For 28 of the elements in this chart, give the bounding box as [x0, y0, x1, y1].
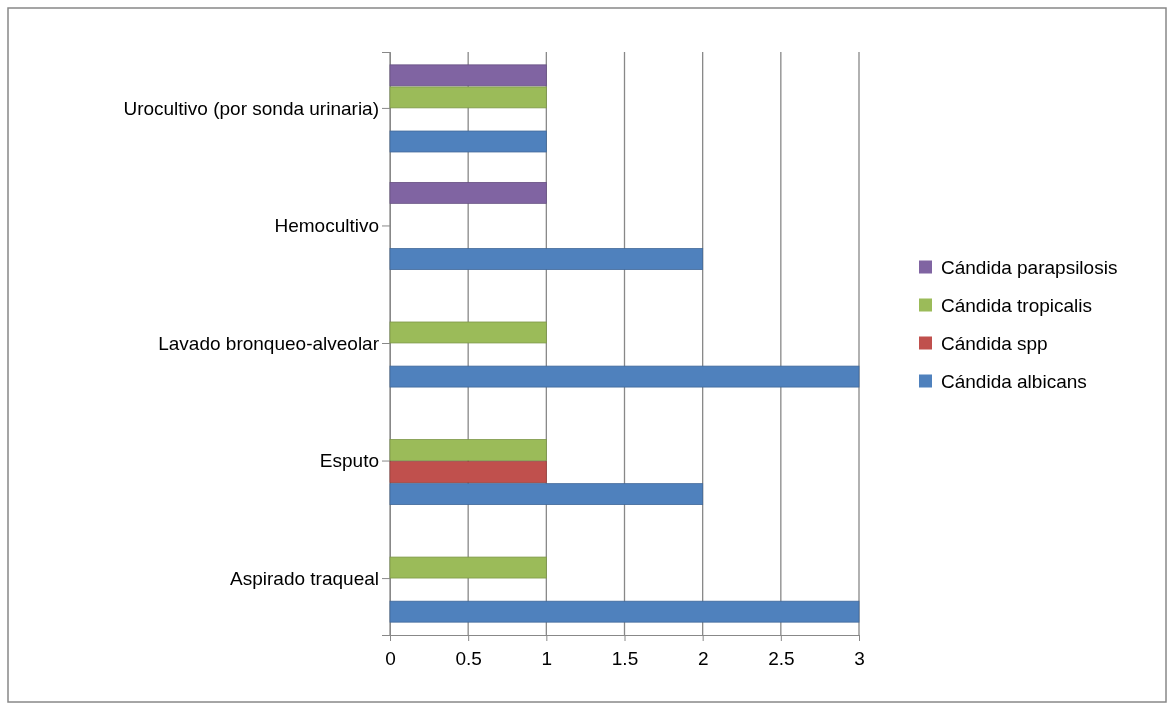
y-tick-label: Esputo	[319, 450, 379, 472]
x-tick-label: 0	[385, 647, 396, 669]
bar	[389, 64, 547, 87]
legend-label: Cándida parapsilosis	[941, 257, 1118, 279]
y-tick-label: Urocultivo (por sonda urinaria)	[123, 97, 379, 119]
y-tick-label: Aspirado traqueal	[230, 567, 379, 589]
bar	[389, 86, 547, 109]
x-tick-label: 1.5	[611, 647, 639, 669]
y-tick-label: Lavado bronqueo-alveolar	[158, 332, 380, 354]
bar	[389, 182, 547, 204]
bar	[389, 248, 704, 270]
bar	[389, 461, 547, 483]
bar	[389, 365, 860, 388]
legend-label: Cándida spp	[941, 333, 1048, 355]
x-tick-label: 0.5	[455, 647, 482, 669]
bar	[389, 483, 704, 505]
x-tick-label: 2	[697, 647, 709, 669]
bar	[389, 439, 547, 461]
bar	[389, 556, 547, 579]
x-tick-label: 3	[854, 647, 865, 669]
x-tick-label: 2.5	[768, 647, 795, 669]
bar	[389, 321, 547, 344]
legend-label: Cándida tropicalis	[941, 295, 1093, 317]
bar	[389, 600, 860, 623]
bar	[389, 130, 547, 153]
y-tick-label: Hemocultivo	[274, 215, 379, 237]
x-tick-label: 1	[541, 647, 553, 669]
legend-label: Cándida albicans	[941, 371, 1087, 393]
